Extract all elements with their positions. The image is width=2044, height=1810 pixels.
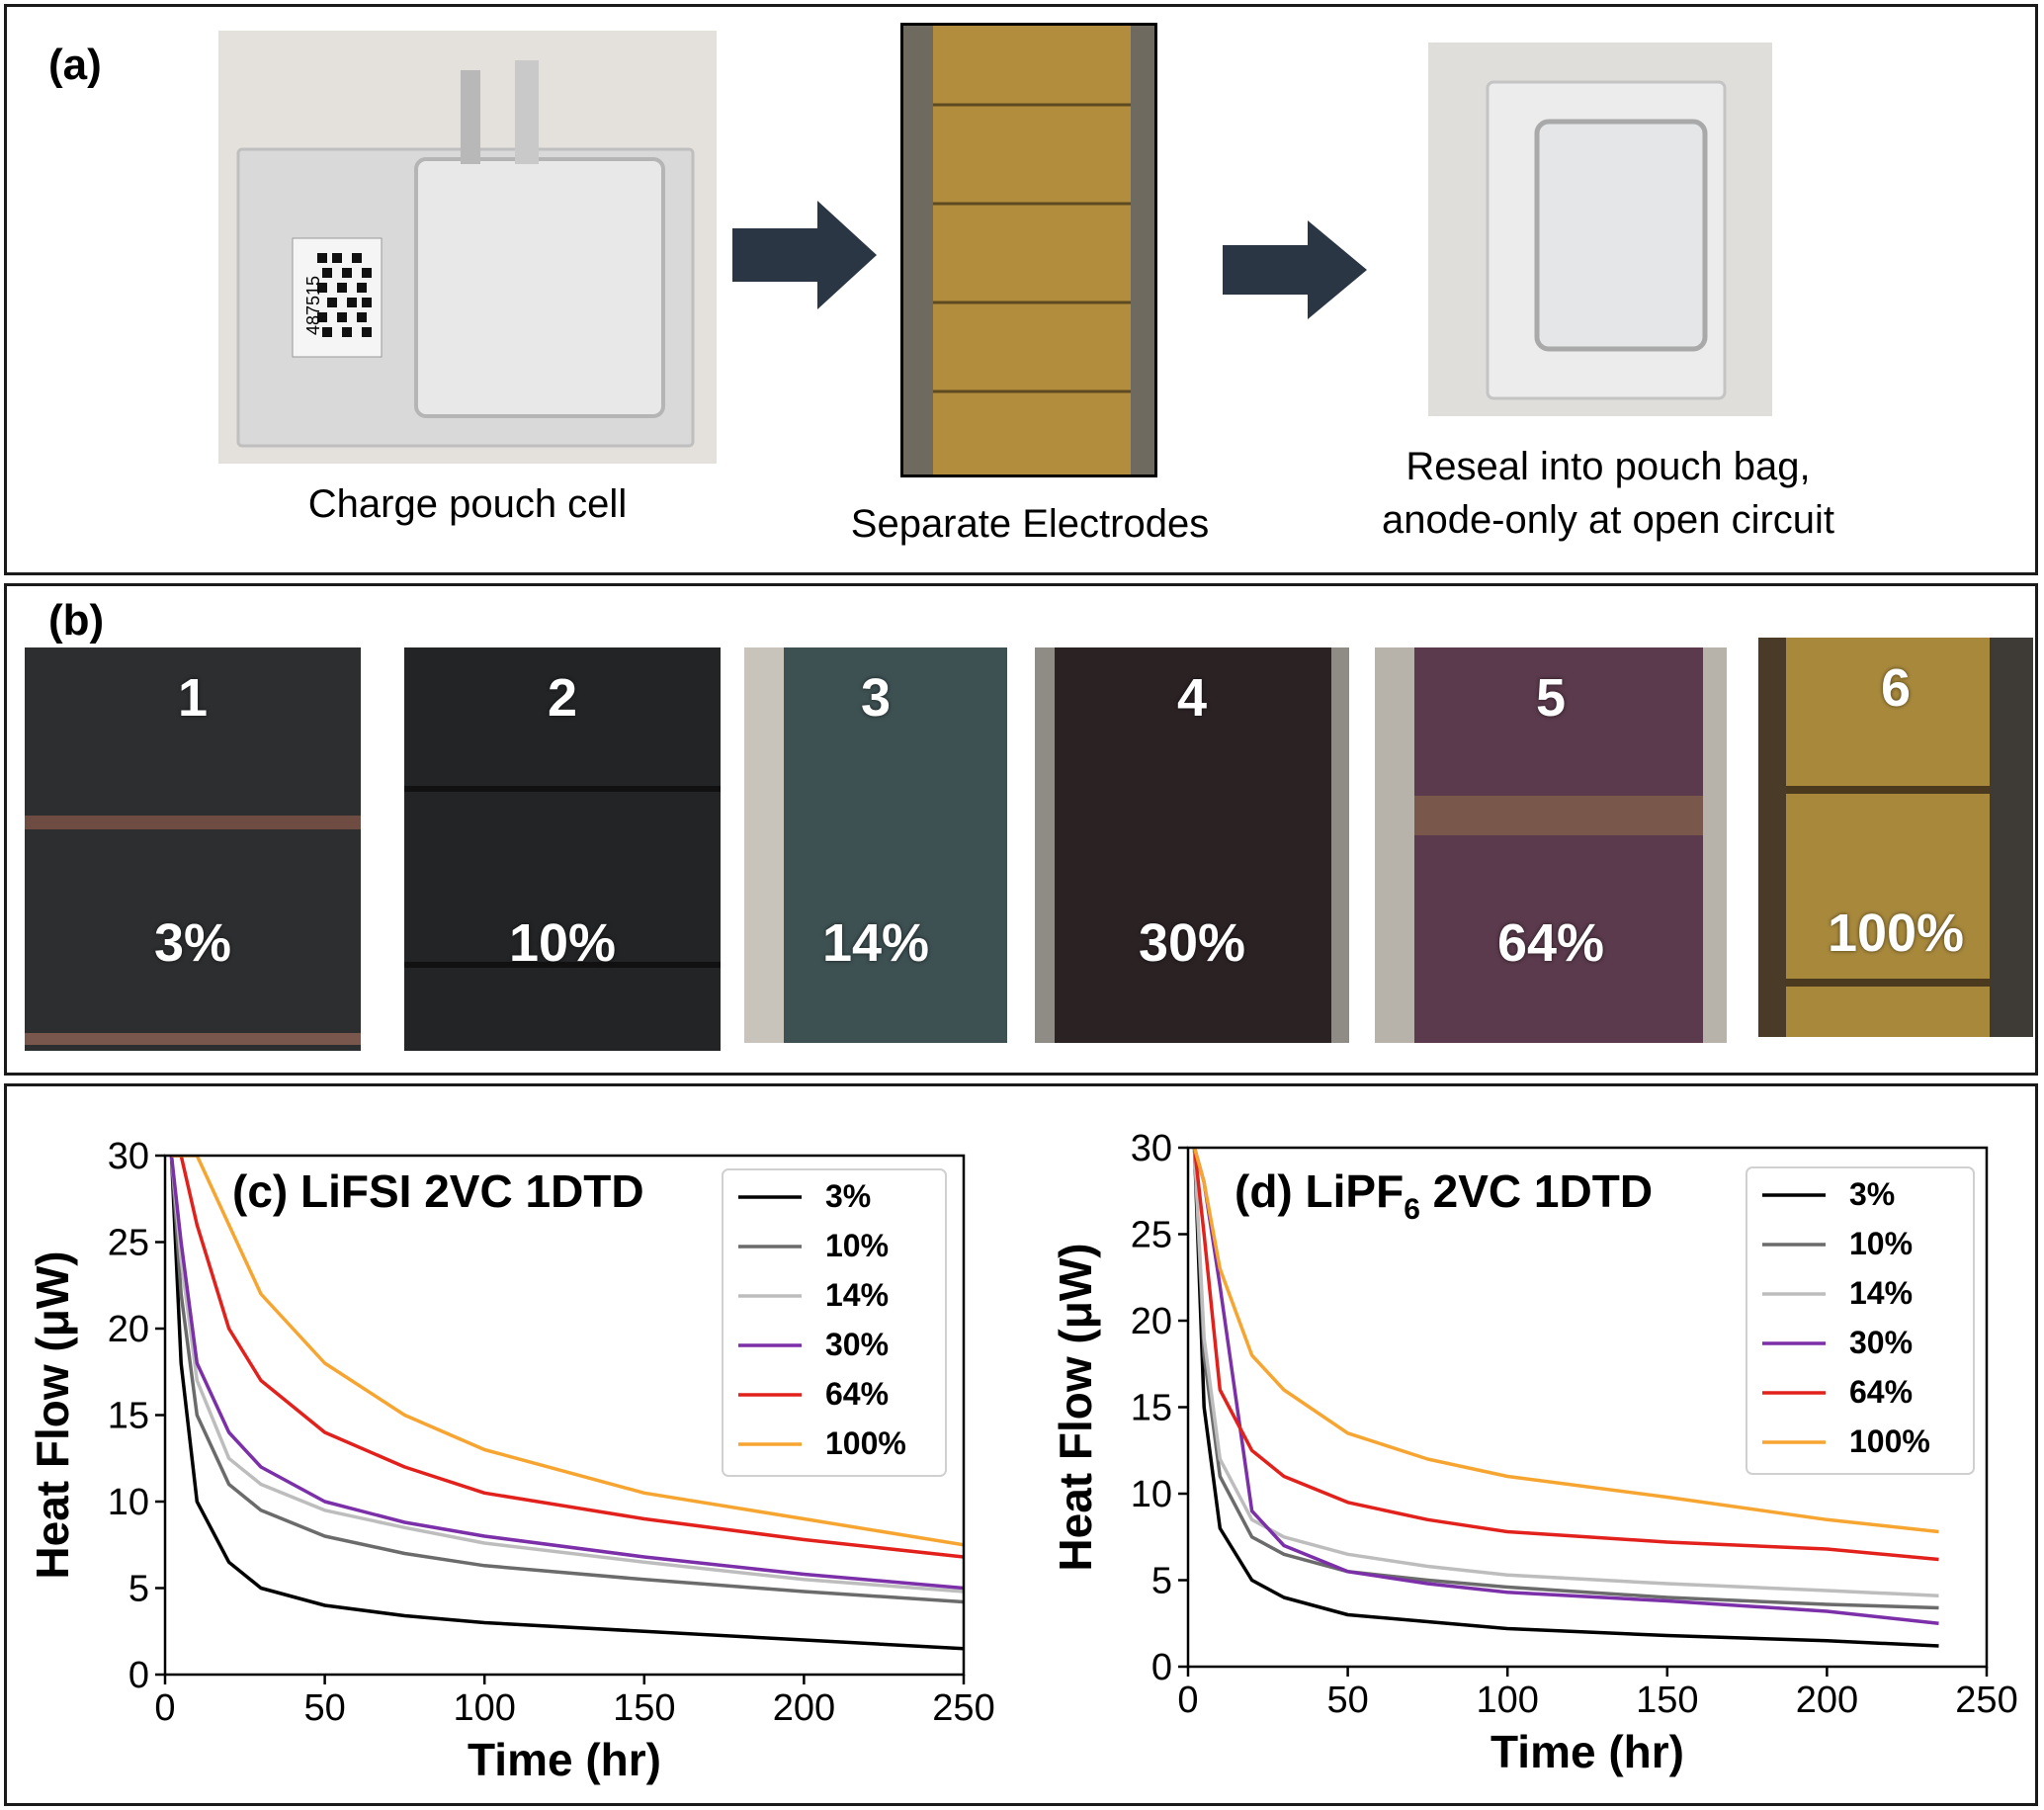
strip-percent: 3%	[153, 913, 232, 973]
series-line-30%	[1192, 1148, 1939, 1626]
legend-label: 10%	[1849, 1226, 1913, 1261]
strip-number: 3	[860, 668, 892, 728]
step-1-caption: Charge pouch cell	[307, 482, 628, 526]
y-tick-label: 30	[1131, 1128, 1172, 1169]
series-line-10%	[169, 1156, 964, 1604]
chart-title-prefix: (d) LiPF	[1235, 1165, 1404, 1217]
series-group	[169, 1156, 964, 1651]
strip-percent: 10%	[508, 913, 617, 973]
y-tick-label: 0	[128, 1655, 149, 1696]
resealed-pouch-photo	[1428, 43, 1772, 416]
y-tick-label: 20	[108, 1309, 149, 1350]
series-line-3%	[169, 1156, 964, 1651]
chart-c: 0 50 100 150 200 250 0 5 10 15 20 25 30 Time (hr) Heat…	[27, 1136, 995, 1785]
x-tick-label: 0	[1177, 1680, 1198, 1721]
strip-number: 5	[1535, 668, 1567, 728]
y-tick-label: 25	[1131, 1215, 1172, 1256]
series-line-3%	[1192, 1148, 1939, 1648]
step-3-caption: Reseal into pouch bag, anode-only at ope…	[1331, 440, 1885, 547]
x-tick-label: 200	[1796, 1680, 1858, 1721]
chart-d: 0 50 100 150 200 250 0 5 10 15 20 25 30 Time (hr) Heat…	[1050, 1128, 2018, 1777]
step-3-caption-line1: Reseal into pouch bag,	[1405, 445, 1811, 488]
step-3-caption-line2: anode-only at open circuit	[1381, 498, 1835, 542]
x-axis-label: Time (hr)	[1490, 1726, 1684, 1777]
y-tick-label: 20	[1131, 1301, 1172, 1342]
chart-title-subscript: 6	[1404, 1193, 1420, 1226]
chart-title: (d) LiPF6 2VC 1DTD	[1235, 1165, 1653, 1226]
y-tick-label: 30	[108, 1136, 149, 1177]
strip-percent: 100%	[1827, 904, 1965, 963]
strip-number: 4	[1176, 668, 1208, 728]
electrode-strip-4: 4 30%	[1035, 647, 1349, 1043]
x-tick-label: 250	[932, 1687, 994, 1729]
legend-label: 14%	[825, 1277, 889, 1313]
y-tick-label: 0	[1151, 1647, 1172, 1688]
strip-percent: 14%	[821, 913, 930, 973]
y-tick-label: 15	[108, 1396, 149, 1437]
y-tick-label: 15	[1131, 1388, 1172, 1429]
panel-charts: 0 50 100 150 200 250 0 5 10 15 20 25 30 Time (hr) Heat…	[4, 1083, 2038, 1806]
legend-label: 30%	[1849, 1325, 1913, 1360]
panel-a-label: (a)	[48, 41, 102, 89]
y-tick-label: 5	[1151, 1561, 1172, 1602]
x-tick-label: 250	[1955, 1680, 2017, 1721]
strip-number: 2	[547, 668, 578, 728]
barcode-number: 487515	[303, 275, 323, 336]
y-axis-label: Heat Flow (μW)	[27, 1250, 78, 1579]
y-tick-label: 5	[128, 1569, 149, 1610]
strip-percent: 30%	[1138, 913, 1246, 973]
electrode-strip-1: 1 3%	[25, 647, 361, 1051]
x-tick-label: 0	[154, 1687, 175, 1729]
series-line-30%	[169, 1156, 964, 1591]
strip-number: 1	[177, 668, 209, 728]
series-line-100%	[1192, 1148, 1939, 1534]
electrode-strip-3: 3 14%	[744, 647, 1007, 1043]
y-tick-label: 10	[108, 1482, 149, 1523]
strip-number: 6	[1880, 658, 1912, 718]
x-tick-label: 150	[1636, 1680, 1698, 1721]
x-axis-label: Time (hr)	[468, 1734, 661, 1785]
legend-label: 14%	[1849, 1275, 1913, 1311]
pouch-cell-photo: 487515	[218, 31, 717, 464]
x-tick-label: 50	[1326, 1680, 1368, 1721]
arrow-right-icon	[732, 201, 877, 309]
series-line-100%	[171, 1156, 964, 1547]
y-tick-label: 10	[1131, 1474, 1172, 1515]
legend: 3% 10% 14% 30% 64% 100%	[722, 1168, 947, 1477]
series-group	[1192, 1148, 1939, 1648]
arrow-right-icon	[1223, 220, 1367, 319]
panel-b: (b) 1 3% 2 10% 3 14% 4 30% 5 64%	[4, 583, 2038, 1076]
chart-title: (c) LiFSI 2VC 1DTD	[232, 1165, 644, 1217]
x-tick-label: 100	[453, 1687, 515, 1729]
panel-b-label: (b)	[48, 596, 105, 645]
legend-label: 100%	[1849, 1423, 1930, 1459]
legend-label: 3%	[1849, 1176, 1895, 1212]
panel-a: (a) 487515 Charge pouch cell	[4, 4, 2038, 575]
legend-label: 3%	[825, 1178, 871, 1214]
x-tick-label: 50	[303, 1687, 345, 1729]
electrode-strip-2: 2 10%	[404, 647, 721, 1051]
legend-label: 30%	[825, 1327, 889, 1362]
y-axis-label: Heat Flow (μW)	[1050, 1243, 1101, 1571]
legend-label: 64%	[1849, 1374, 1913, 1410]
chart-title-suffix: 2VC 1DTD	[1420, 1165, 1653, 1217]
series-line-64%	[171, 1156, 964, 1559]
legend-label: 10%	[825, 1228, 889, 1263]
electrode-strip-5: 5 64%	[1375, 647, 1727, 1043]
legend: 3% 10% 14% 30% 64% 100%	[1746, 1166, 1975, 1475]
step-2-caption: Separate Electrodes	[850, 502, 1210, 546]
series-line-14%	[169, 1156, 964, 1594]
x-tick-label: 150	[613, 1687, 675, 1729]
legend-label: 100%	[825, 1425, 906, 1461]
separated-electrodes-photo	[900, 23, 1157, 477]
strip-percent: 64%	[1496, 913, 1605, 973]
series-line-64%	[1192, 1148, 1939, 1562]
x-tick-label: 200	[773, 1687, 835, 1729]
series-line-14%	[1192, 1148, 1939, 1598]
legend-label: 64%	[825, 1376, 889, 1412]
y-tick-label: 25	[108, 1223, 149, 1264]
x-tick-label: 100	[1476, 1680, 1538, 1721]
electrode-strip-6: 6 100%	[1758, 638, 2033, 1037]
